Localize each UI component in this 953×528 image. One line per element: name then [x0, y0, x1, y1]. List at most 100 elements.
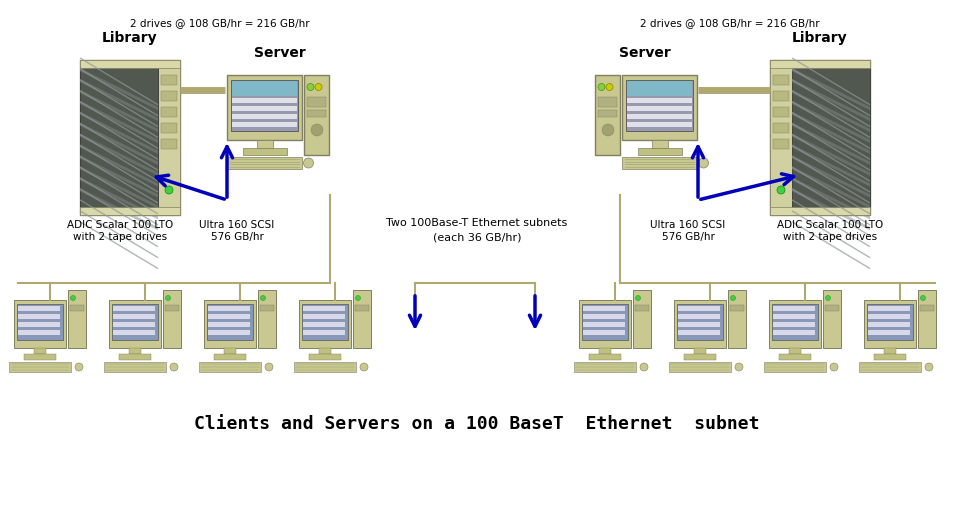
Polygon shape: [80, 145, 158, 187]
Circle shape: [598, 83, 604, 90]
Bar: [163, 290, 181, 348]
Bar: [303, 330, 345, 335]
Text: Two 100Base-T Ethernet subnets: Two 100Base-T Ethernet subnets: [386, 218, 567, 228]
Bar: [866, 304, 912, 340]
Circle shape: [776, 186, 784, 194]
Bar: [353, 290, 371, 348]
Bar: [161, 91, 177, 101]
Bar: [208, 314, 250, 319]
Polygon shape: [791, 188, 869, 230]
Polygon shape: [80, 79, 158, 121]
Bar: [18, 314, 60, 319]
Text: Library: Library: [102, 31, 157, 45]
Circle shape: [303, 158, 314, 168]
Bar: [678, 322, 720, 327]
Text: ADIC Scalar 100 LTO
with 2 tape drives: ADIC Scalar 100 LTO with 2 tape drives: [67, 220, 172, 242]
Bar: [158, 65, 180, 210]
Circle shape: [605, 83, 613, 90]
Bar: [298, 300, 351, 348]
Text: ADIC Scalar 100 LTO
with 2 tape drives: ADIC Scalar 100 LTO with 2 tape drives: [776, 220, 882, 242]
Bar: [588, 354, 620, 360]
Bar: [208, 322, 250, 327]
Circle shape: [314, 83, 322, 90]
Bar: [18, 322, 60, 327]
Bar: [161, 123, 177, 133]
Bar: [772, 314, 814, 319]
Bar: [867, 314, 909, 319]
Circle shape: [165, 296, 171, 300]
Bar: [626, 80, 693, 131]
Bar: [233, 122, 297, 127]
Polygon shape: [80, 134, 158, 176]
Polygon shape: [80, 101, 158, 143]
Bar: [112, 306, 154, 311]
Bar: [208, 306, 250, 311]
Polygon shape: [80, 111, 158, 154]
Circle shape: [639, 363, 647, 371]
Text: Clients and Servers on a 100 BaseT  Ethernet  subnet: Clients and Servers on a 100 BaseT Ether…: [194, 415, 759, 433]
Circle shape: [355, 296, 360, 300]
Bar: [693, 348, 705, 354]
Text: Server: Server: [253, 46, 306, 60]
Circle shape: [734, 363, 742, 371]
Text: Server: Server: [618, 46, 670, 60]
Bar: [112, 322, 154, 327]
Bar: [309, 354, 340, 360]
Circle shape: [920, 296, 924, 300]
Bar: [678, 330, 720, 335]
Bar: [303, 314, 345, 319]
Bar: [622, 75, 697, 140]
Bar: [578, 300, 630, 348]
Bar: [109, 300, 161, 348]
Polygon shape: [791, 79, 869, 121]
Circle shape: [829, 363, 837, 371]
Bar: [129, 348, 141, 354]
Polygon shape: [791, 111, 869, 154]
Text: 2 drives @ 108 GB/hr = 216 GB/hr: 2 drives @ 108 GB/hr = 216 GB/hr: [639, 18, 819, 28]
Bar: [678, 314, 720, 319]
Bar: [824, 305, 838, 311]
Polygon shape: [791, 177, 869, 220]
Bar: [14, 300, 66, 348]
Bar: [917, 290, 935, 348]
Bar: [70, 305, 84, 311]
Bar: [233, 114, 297, 119]
Polygon shape: [80, 177, 158, 220]
Bar: [294, 362, 355, 372]
Bar: [769, 65, 791, 210]
Bar: [772, 91, 788, 101]
Bar: [867, 306, 909, 311]
Circle shape: [311, 124, 323, 136]
Polygon shape: [791, 145, 869, 187]
Circle shape: [601, 124, 614, 136]
Bar: [769, 60, 869, 68]
Bar: [233, 81, 297, 96]
Bar: [243, 148, 287, 155]
Bar: [633, 290, 650, 348]
Circle shape: [307, 83, 314, 90]
Circle shape: [165, 186, 172, 194]
Polygon shape: [80, 68, 158, 110]
Bar: [303, 306, 345, 311]
Bar: [227, 75, 302, 140]
Bar: [80, 68, 158, 207]
Bar: [627, 98, 692, 103]
Bar: [582, 314, 624, 319]
Circle shape: [265, 363, 273, 371]
Circle shape: [170, 363, 178, 371]
Bar: [232, 80, 298, 131]
Bar: [161, 107, 177, 117]
Bar: [863, 300, 915, 348]
Bar: [772, 123, 788, 133]
Bar: [772, 75, 788, 85]
Bar: [161, 75, 177, 85]
Polygon shape: [791, 166, 869, 209]
Bar: [598, 348, 610, 354]
Bar: [161, 139, 177, 149]
Bar: [213, 354, 246, 360]
Bar: [257, 290, 275, 348]
Bar: [598, 97, 617, 107]
Bar: [822, 290, 841, 348]
Bar: [627, 114, 692, 119]
Polygon shape: [80, 90, 158, 132]
